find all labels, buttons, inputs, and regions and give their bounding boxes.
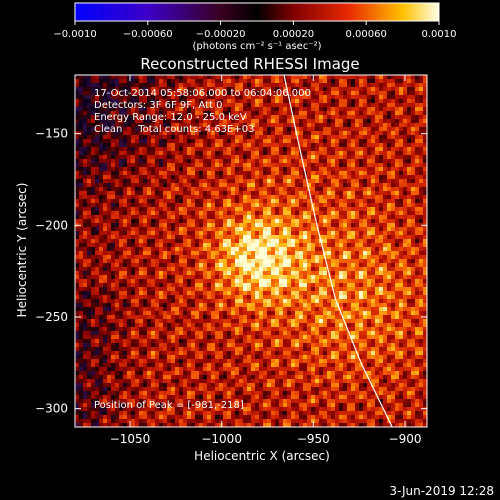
annotation-detectors: Detectors: 3F 6F 9F, Att 0	[94, 100, 222, 111]
colorbar-tick-label: −0.0010	[53, 29, 96, 40]
y-tick-label: −200	[35, 218, 68, 232]
heatmap-image	[75, 75, 427, 427]
solar-limb-line	[283, 75, 393, 427]
colorbar-tick-label: −0.00020	[196, 29, 246, 40]
y-tick-label: −150	[35, 127, 68, 141]
x-tick-label: −1000	[201, 432, 242, 446]
y-tick-label: −250	[35, 310, 68, 324]
x-axis-label: Heliocentric X (arcsec)	[194, 449, 330, 463]
colorbar-ticks: −0.0010 −0.00060 −0.00020 0.00020 0.00060 0.0…	[53, 21, 457, 40]
footer-timestamp: 3-Jun-2019 12:28	[389, 484, 494, 498]
x-tick-label: −1050	[110, 432, 151, 446]
colorbar: −0.0010 −0.00060 −0.00020 0.00020 0.00060 0.0…	[53, 2, 457, 52]
annotation-time-range: 17-Oct-2014 05:58:06.000 to 06:04:06.000	[94, 88, 311, 99]
x-tick-label: −950	[297, 432, 330, 446]
y-tick-label: −300	[35, 402, 68, 416]
colorbar-gradient	[74, 2, 440, 22]
colorbar-tick-label: 0.0010	[422, 29, 457, 40]
chart-title: Reconstructed RHESSI Image	[140, 55, 359, 73]
colorbar-tick-label: 0.00020	[273, 29, 314, 40]
annotation-peak-position: Position of Peak = [-981,-218]	[94, 400, 244, 411]
annotation-block: 17-Oct-2014 05:58:06.000 to 06:04:06.000…	[94, 88, 311, 411]
colorbar-unit-label: (photons cm⁻² s⁻¹ asec⁻²)	[192, 41, 321, 52]
annotation-clean-counts: Clean Total counts: 4.63E+03	[94, 124, 254, 135]
x-tick-label: −900	[389, 432, 422, 446]
plot-frame	[74, 74, 428, 428]
plot-area: −1050 −1000 −950 −900 −150 −200 −250 −300	[35, 74, 428, 446]
colorbar-tick-label: 0.00060	[346, 29, 387, 40]
colorbar-tick-label: −0.00060	[123, 29, 173, 40]
y-axis-label: Heliocentric Y (arcsec)	[15, 183, 29, 318]
axis-ticks: −1050 −1000 −950 −900 −150 −200 −250 −300	[35, 75, 427, 446]
annotation-energy-range: Energy Range: 12.0 - 25.0 keV	[94, 112, 247, 123]
